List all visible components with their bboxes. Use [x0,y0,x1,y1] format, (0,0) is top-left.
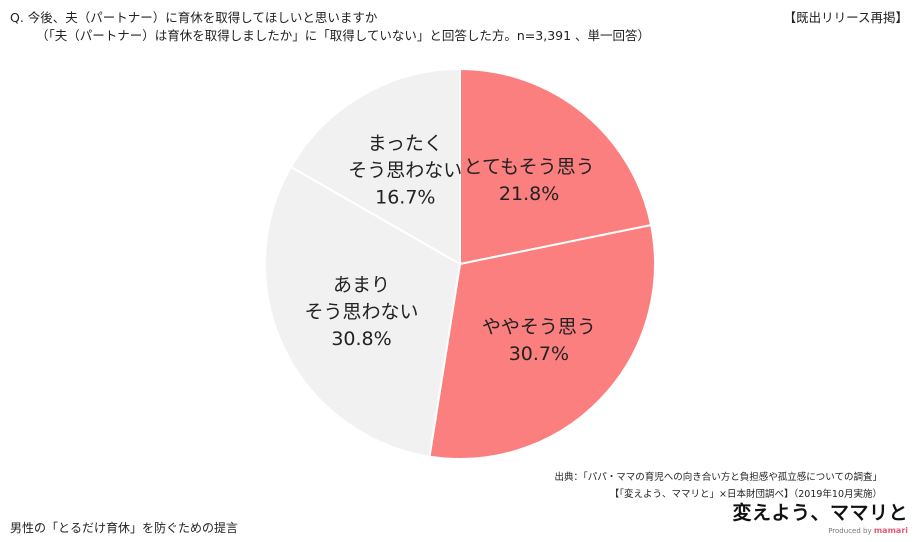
pie-category-label: あまり [333,274,390,296]
pie-category-label: そう思わない [348,160,462,182]
pie-label-1: とてもそう思う 21.8% [464,156,595,205]
source-line-1: 出典：「パパ・ママの育児への向き合い方と負担感や孤立感についての調査」 [554,472,882,483]
mamari-brand: mamari [873,526,908,535]
pie-value-label: 30.7% [509,343,569,365]
pie-label-3: あまりそう思わない 30.8% [304,274,418,350]
logo-wordmark: 変えよう、ママリと [732,502,908,524]
rerelease-badge: 【既出リリース再掲】 [783,10,908,25]
pie-category-label: まったく [368,133,443,155]
source-line-2: 【「変えよう、ママリと」×日本財団調べ】（2019年10月実施） [609,489,882,500]
pie-value-label: 16.7% [375,187,435,209]
pie-label-2: ややそう思う 30.7% [482,316,596,365]
pie-value-label: 21.8% [499,183,559,205]
pie-slice-4 [289,67,461,266]
pie-category-label: そう思わない [304,301,418,323]
brand-logo: 変えよう、ママリと Produced by mamari [732,498,908,535]
pie-category-label: とてもそう思う [464,156,595,178]
logo-produced-by: Produced by mamari [732,526,908,535]
pie-slice-2 [428,223,656,460]
pie-value-label: 30.8% [331,328,391,350]
produced-by-text: Produced by [828,527,872,535]
pie-label-4: まったくそう思わない 16.7% [348,133,462,209]
footer-caption: 男性の「とるだけ育休」を防ぐための提言 [10,521,239,535]
pie-slice-3 [264,165,462,458]
pie-labels: とてもそう思う 21.8%ややそう思う 30.7%あまりそう思わない 30.8%まった… [304,133,595,366]
pie-slices [264,67,656,460]
pie-category-label: ややそう思う [482,316,596,338]
question-text: Q. 今後、夫（パートナー）に育休を取得してほしいと思いますか [10,10,378,25]
pie-slice-1 [459,67,653,266]
subquestion-text: （「夫（パートナー）は育休を取得しましたか」に「取得していない」と回答した方。n… [36,28,651,43]
